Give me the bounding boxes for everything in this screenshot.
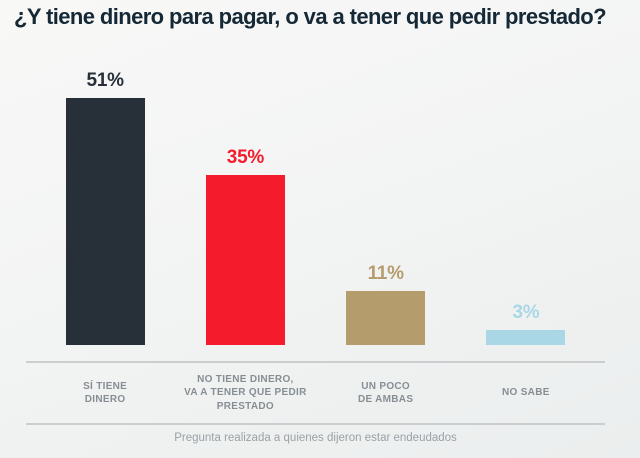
bar-column: 51% — [35, 70, 175, 345]
category-label-line: UN POCO — [361, 380, 411, 392]
category-label: NO SABE — [456, 366, 596, 420]
bar-column: 35% — [175, 70, 315, 345]
category-label-line: DE AMBAS — [357, 394, 414, 405]
bar — [65, 98, 145, 345]
bar — [205, 175, 285, 345]
category-label-line: DINERO — [84, 394, 126, 405]
category-label-line: NO TIENE DINERO, — [197, 373, 294, 385]
bar — [486, 330, 566, 345]
bar — [346, 291, 426, 345]
category-label: SÍ TIENE DINERO — [35, 366, 175, 420]
category-label: NO TIENE DINERO, VA A TENER QUE PEDIR PRES… — [175, 366, 315, 420]
category-label: UN POCO DE AMBAS — [316, 366, 456, 420]
category-label-line: VA A TENER QUE PEDIR — [184, 387, 307, 399]
category-label-line: PRESTADO — [216, 400, 274, 412]
bar-value-label: 3% — [512, 302, 540, 323]
axis-line-bottom — [26, 423, 605, 425]
chart-title: ¿Y tiene dinero para pagar, o va a tener… — [14, 4, 607, 29]
bar-value-label: 11% — [367, 263, 404, 284]
bar-value-label: 51% — [86, 70, 124, 91]
axis-line-top — [26, 361, 605, 363]
category-labels: SÍ TIENE DINERO NO TIENE DINERO, VA A TENER… — [35, 366, 596, 420]
chart-footnote: Pregunta realizada a quienes dijeron est… — [174, 432, 457, 444]
category-label-line: NO SABE — [502, 387, 550, 399]
category-label-line: SÍ TIENE — [83, 380, 128, 392]
bar-column: 3% — [456, 70, 596, 345]
bar-column: 11% — [316, 70, 456, 345]
plot-area: 51% 35% 11% 3% — [35, 70, 596, 345]
bar-value-label: 35% — [226, 147, 264, 168]
